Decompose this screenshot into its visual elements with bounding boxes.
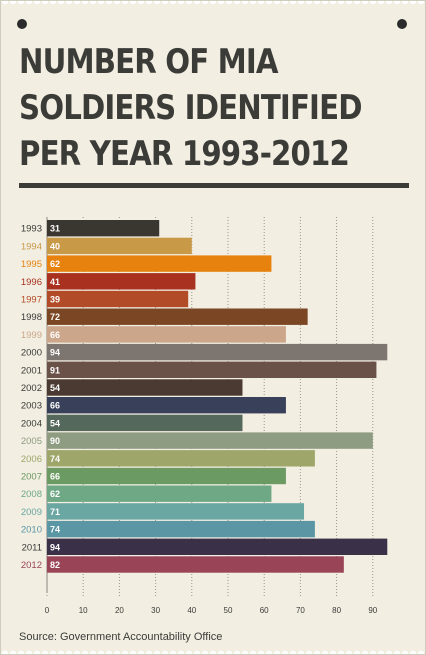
bar-value-label: 62 (50, 259, 60, 269)
x-tick-label: 70 (296, 606, 305, 615)
title-line-2: SOLDIERS IDENTIFIED (19, 88, 362, 128)
pin-hole-left (17, 19, 27, 29)
x-tick-label: 50 (224, 606, 233, 615)
year-label: 1997 (21, 295, 42, 306)
bar-1999 (47, 326, 286, 343)
bar-value-label: 91 (50, 365, 60, 375)
bar-2010 (47, 520, 315, 538)
bar-value-label: 90 (50, 436, 60, 446)
year-label: 2001 (21, 365, 42, 376)
year-label: 2006 (21, 454, 42, 465)
bar-2006 (47, 450, 315, 467)
bar-2007 (47, 467, 286, 485)
bar-value-label: 54 (50, 383, 60, 393)
year-label: 1999 (21, 330, 42, 341)
bar-value-label: 54 (50, 418, 60, 428)
bar-1996 (47, 273, 196, 290)
year-label: 1996 (21, 277, 42, 288)
pin-hole-right (397, 19, 407, 29)
title-line-1: NUMBER OF MIA (19, 42, 279, 82)
year-label: 2007 (21, 472, 42, 483)
x-tick-label: 90 (368, 606, 377, 615)
title-divider (19, 183, 409, 188)
x-tick-label: 20 (115, 606, 124, 615)
bar-value-label: 94 (50, 542, 60, 552)
x-tick-label: 10 (79, 606, 88, 615)
bar-2002 (47, 379, 243, 396)
bar-value-label: 62 (50, 489, 60, 499)
bar-1998 (47, 308, 308, 325)
bar-2005 (47, 432, 373, 449)
year-label: 2012 (21, 560, 42, 571)
year-label: 2008 (21, 489, 42, 500)
year-label: 1995 (21, 259, 42, 270)
bar-value-label: 82 (50, 560, 60, 570)
x-tick-label: 0 (45, 606, 50, 615)
chart-title: NUMBER OF MIA SOLDIERS IDENTIFIED PER YE… (19, 39, 362, 177)
bar-value-label: 66 (50, 330, 60, 340)
bar-value-label: 31 (50, 224, 60, 234)
x-tick-label: 30 (151, 606, 160, 615)
bar-value-label: 39 (50, 295, 60, 305)
bar-1997 (47, 290, 189, 308)
year-label: 2000 (21, 348, 42, 359)
bar-1995 (47, 255, 272, 272)
bar-value-label: 71 (50, 507, 60, 517)
bar-2009 (47, 503, 305, 520)
bar-value-label: 66 (50, 401, 60, 411)
year-label: 1998 (21, 312, 42, 323)
x-tick-label: 40 (187, 606, 196, 615)
title-line-3: PER YEAR 1993-2012 (19, 134, 350, 174)
year-label: 2004 (21, 418, 42, 429)
year-label: 2009 (21, 507, 42, 518)
year-label: 1994 (21, 241, 42, 252)
bar-1993 (47, 220, 160, 237)
bar-2003 (47, 397, 286, 414)
bar-value-label: 40 (50, 241, 60, 251)
x-tick-label: 60 (260, 606, 269, 615)
year-label: 2002 (21, 383, 42, 394)
year-label: 2010 (21, 525, 42, 536)
bar-value-label: 41 (50, 277, 60, 287)
year-label: 2005 (21, 436, 42, 447)
bar-1994 (47, 237, 192, 255)
bar-2004 (47, 414, 243, 432)
bar-value-label: 72 (50, 312, 60, 322)
perforated-bottom-edge (1, 646, 425, 654)
bar-2008 (47, 485, 272, 502)
year-label: 2003 (21, 401, 42, 412)
bar-value-label: 66 (50, 472, 60, 482)
perforated-top-edge (1, 1, 425, 9)
year-label: 2011 (22, 542, 42, 553)
bar-value-label: 74 (50, 454, 60, 464)
bar-2001 (47, 361, 377, 378)
x-tick-label: 80 (332, 606, 341, 615)
year-label: 1993 (21, 224, 42, 235)
source-note: Source: Government Accountability Office (19, 631, 223, 643)
bar-2012 (47, 556, 344, 573)
bar-2011 (47, 538, 388, 555)
bar-2000 (47, 343, 388, 361)
bar-value-label: 94 (50, 348, 60, 358)
bar-value-label: 74 (50, 525, 60, 535)
